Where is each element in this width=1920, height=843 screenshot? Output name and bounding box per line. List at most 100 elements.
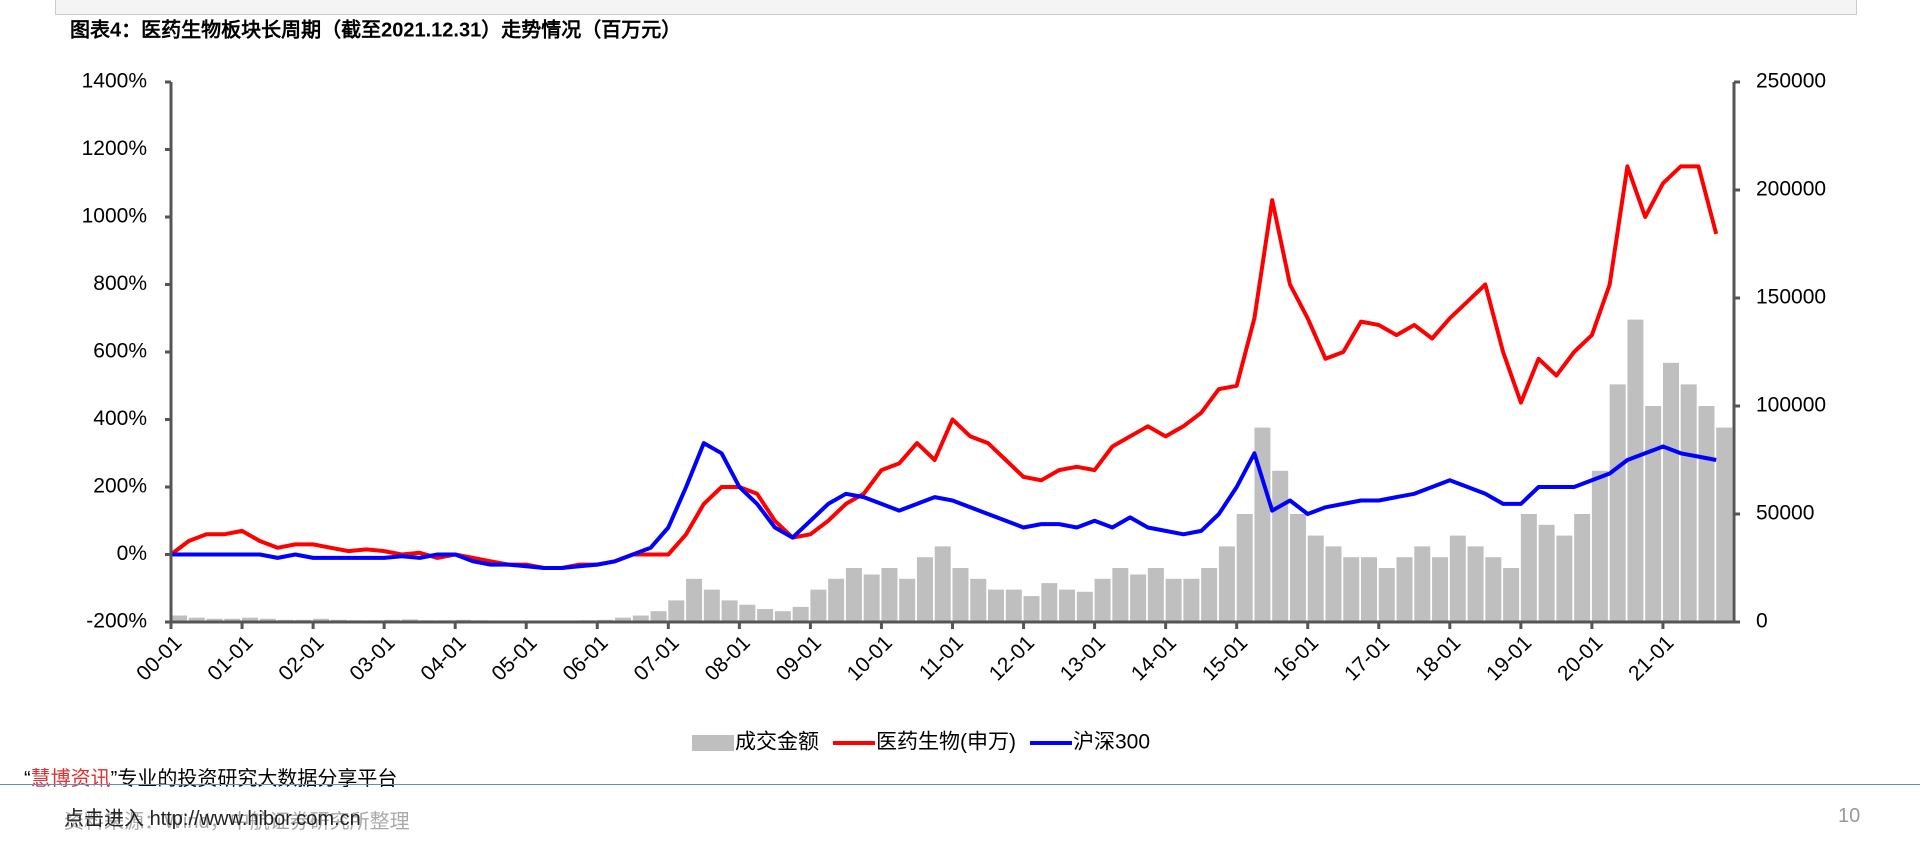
- volume-bar: [1449, 535, 1466, 622]
- series-line: [171, 441, 1717, 570]
- volume-bar: [242, 617, 259, 622]
- volume-bar: [721, 600, 738, 622]
- volume-bar: [1112, 568, 1129, 622]
- volume-bar: [1520, 514, 1537, 622]
- legend-swatch: [692, 735, 734, 751]
- slogan: ”专业的投资研究大数据分享平台: [110, 768, 398, 790]
- volume-bar: [1662, 362, 1679, 622]
- volume-bar: [1201, 568, 1218, 622]
- volume-bar: [1609, 384, 1626, 622]
- y-tick-label: 1400%: [82, 70, 147, 93]
- x-tick-label: 09-01: [772, 631, 826, 685]
- x-tick-label: 03-01: [345, 631, 399, 685]
- legend-label: 医药生物(申万): [876, 731, 1016, 754]
- volume-bar: [615, 617, 632, 622]
- volume-bar: [1485, 557, 1502, 622]
- x-tick-label: 06-01: [558, 631, 612, 685]
- link-row[interactable]: 点击进入 http://www.hibor.com.cn: [64, 802, 361, 831]
- volume-bar: [1183, 578, 1200, 622]
- x-tick-label: 08-01: [701, 631, 755, 685]
- volume-bar: [952, 568, 969, 622]
- x-tick-label: 01-01: [203, 631, 257, 685]
- volume-bar: [1218, 546, 1235, 622]
- volume-bar: [934, 546, 951, 622]
- volume-bar: [1698, 406, 1715, 622]
- volume-bar: [1432, 557, 1449, 622]
- volume-bar: [810, 589, 827, 622]
- volume-bar: [1645, 406, 1662, 622]
- x-tick-label: 10-01: [843, 631, 897, 685]
- volume-bar: [970, 578, 987, 622]
- volume-bar: [757, 609, 774, 622]
- x-tick-label: 07-01: [630, 631, 684, 685]
- x-tick-label: 19-01: [1482, 631, 1536, 685]
- y-tick-label: 1200%: [82, 137, 147, 160]
- volume-bar: [1130, 574, 1147, 622]
- link-prompt[interactable]: 点击进入: [64, 808, 144, 830]
- x-tick-label: 14-01: [1127, 631, 1181, 685]
- x-tick-label: 04-01: [416, 631, 470, 685]
- y2-tick-label: 0: [1756, 610, 1768, 633]
- tagline: “慧博资讯”专业的投资研究大数据分享平台: [24, 762, 397, 791]
- volume-bar: [313, 618, 330, 622]
- volume-bar: [171, 615, 187, 622]
- source: 资料来源：Wind，中航证券研究所整理: [64, 811, 410, 833]
- volume-bar: [668, 600, 685, 622]
- volume-bar: [650, 611, 667, 622]
- top-frame: [55, 0, 1857, 15]
- volume-bar: [845, 568, 862, 622]
- page-number: 10: [1838, 805, 1861, 827]
- y2-tick-label: 100000: [1756, 394, 1826, 417]
- volume-bar: [739, 604, 756, 622]
- volume-bar: [1467, 546, 1484, 622]
- volume-bar: [1023, 596, 1040, 622]
- volume-bar: [1059, 589, 1076, 622]
- y-tick-label: 800%: [93, 272, 147, 295]
- y-tick-label: 600%: [93, 340, 147, 363]
- volume-bar: [1307, 535, 1324, 622]
- series-line: [169, 164, 1719, 570]
- volume-bar: [1325, 546, 1342, 622]
- y2-tick-label: 200000: [1756, 178, 1826, 201]
- volume-bar: [1538, 524, 1555, 622]
- volume-bar: [916, 557, 933, 622]
- y2-tick-label: 150000: [1756, 286, 1826, 309]
- volume-bar: [899, 578, 916, 622]
- legend-label: 沪深300: [1073, 731, 1150, 754]
- volume-bar: [1147, 568, 1164, 622]
- chart: 图表4：医药生物板块长周期（截至2021.12.31）走势情况（百万元） -20…: [70, 17, 1826, 754]
- y2-tick-label: 50000: [1756, 502, 1814, 525]
- y-tick-label: -200%: [86, 610, 147, 633]
- y2-tick-label: 250000: [1756, 70, 1826, 93]
- volume-bar: [1396, 557, 1413, 622]
- volume-bar: [703, 589, 720, 622]
- volume-bar: [1556, 535, 1573, 622]
- link[interactable]: http://www.hibor.com.cn: [149, 808, 361, 830]
- volume-bar: [1254, 427, 1271, 622]
- y-tick-label: 400%: [93, 407, 147, 430]
- x-tick-label: 13-01: [1056, 631, 1110, 685]
- volume-bar: [1165, 578, 1182, 622]
- chart-title: 图表4：医药生物板块长周期（截至2021.12.31）走势情况（百万元）: [70, 17, 681, 41]
- divider: [0, 784, 1920, 785]
- x-tick-label: 00-01: [132, 631, 186, 685]
- x-tick-label: 11-01: [915, 631, 968, 684]
- volume-bar: [1414, 546, 1431, 622]
- volume-bar: [1272, 470, 1289, 622]
- volume-bar: [206, 618, 223, 622]
- x-tick-label: 15-01: [1198, 631, 1252, 685]
- volume-bar: [1005, 589, 1022, 622]
- x-tick-label: 18-01: [1411, 631, 1465, 685]
- volume-bar: [1343, 557, 1360, 622]
- volume-bar: [792, 606, 809, 622]
- volume-bar: [881, 568, 898, 622]
- x-tick-label: 02-01: [274, 631, 328, 685]
- volume-bar: [224, 618, 241, 622]
- volume-bar: [988, 589, 1005, 622]
- volume-bar: [1716, 427, 1733, 622]
- volume-bar: [774, 611, 791, 622]
- volume-bar: [1574, 514, 1591, 622]
- x-tick-label: 12-01: [985, 631, 1039, 685]
- x-tick-label: 21-01: [1624, 631, 1678, 685]
- volume-bar: [863, 574, 880, 622]
